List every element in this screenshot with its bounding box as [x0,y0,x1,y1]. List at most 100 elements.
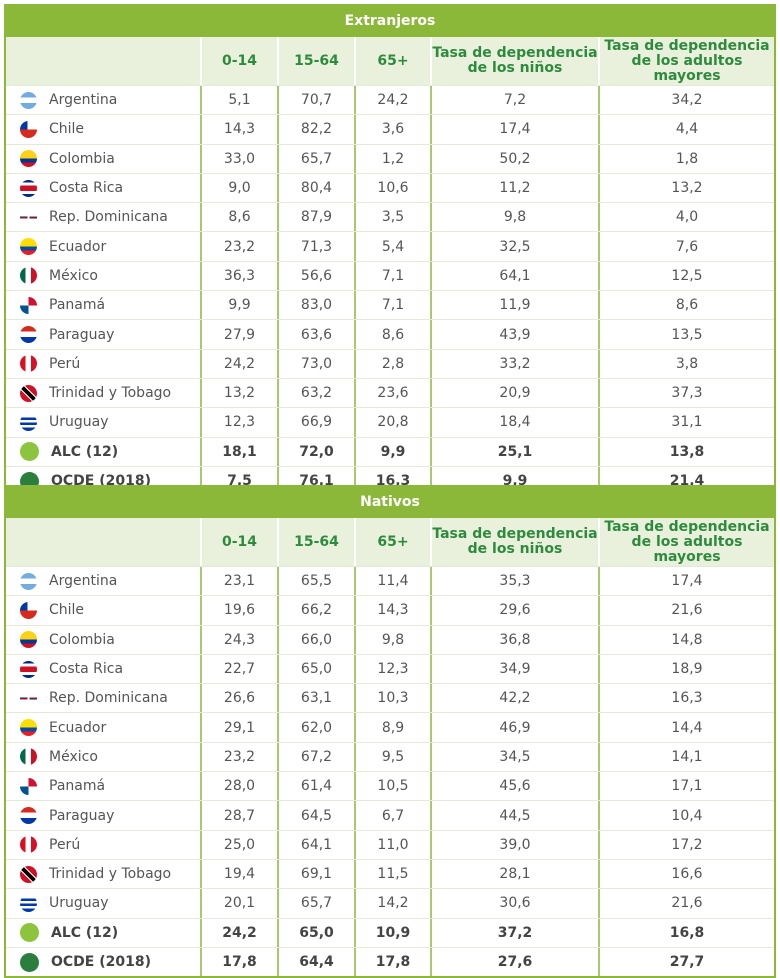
header-row: 0-14 15-64 65+ Tasa de dependencia de los n… [6,37,774,85]
oc-flag-icon [20,952,39,972]
country-cell: Panamá [6,772,200,800]
value-cell: 20,9 [430,378,598,408]
country-name: México [49,267,98,284]
table-row: Costa Rica 9,0 80,4 10,6 11,2 13,2 [6,172,774,203]
country-name: Perú [49,836,81,853]
value-cell: 14,8 [598,625,774,654]
value-cell: 6,7 [354,801,430,830]
country-name: Uruguay [49,414,109,431]
value-cell: 12,3 [354,654,430,684]
table-row: Rep. Dominicana 26,6 63,1 10,3 42,2 16,3 [6,683,774,713]
value-cell: 10,6 [354,173,430,203]
country-cell: Panamá [6,291,200,319]
tt-flag-icon [20,384,37,402]
table-row: Perú 24,2 73,0 2,8 33,2 3,8 [6,348,774,378]
column-header: 15-64 [277,37,354,85]
table-title: Extranjeros [6,6,774,37]
value-cell: 9,5 [354,742,430,772]
pe-flag-icon [20,355,37,373]
country-name: Colombia [49,150,115,167]
value-cell: 23,2 [200,232,277,261]
country-cell: Perú [6,350,200,378]
value-cell: 29,6 [430,596,598,625]
table-row: Argentina 23,1 65,5 11,4 35,3 17,4 [6,566,774,596]
value-cell: 4,4 [598,115,774,144]
value-cell: 56,6 [277,261,354,291]
value-cell: 42,2 [430,684,598,713]
country-cell: Uruguay [6,408,200,436]
country-cell: Argentina [6,86,200,114]
value-cell: 61,4 [277,772,354,801]
value-cell: 64,1 [277,830,354,859]
table-row: Costa Rica 22,7 65,0 12,3 34,9 18,9 [6,653,774,684]
country-cell: ALC (12) [6,919,200,947]
value-cell: 24,2 [200,918,277,947]
column-header [6,518,200,566]
value-cell: 13,2 [598,173,774,203]
value-cell: 70,7 [277,86,354,115]
table-row: México 36,3 56,6 7,1 64,1 12,5 [6,260,774,291]
country-name: OCDE (2018) [51,954,151,970]
do-flag-icon [20,689,37,707]
table-row: Argentina 5,1 70,7 24,2 7,2 34,2 [6,85,774,115]
table-row: Chile 19,6 66,2 14,3 29,6 21,6 [6,595,774,625]
value-cell: 23,6 [354,378,430,408]
country-cell: Paraguay [6,801,200,829]
table-row: Uruguay 20,1 65,7 14,2 30,6 21,6 [6,888,774,918]
value-cell: 46,9 [430,713,598,742]
value-cell: 27,9 [200,320,277,349]
value-cell: 39,0 [430,830,598,859]
value-cell: 30,6 [430,889,598,918]
uy-flag-icon [20,413,37,431]
tt-flag-icon [20,865,37,883]
country-cell: Trinidad y Tobago [6,379,200,407]
value-cell: 33,0 [200,144,277,173]
value-cell: 82,2 [277,115,354,144]
value-cell: 26,6 [200,684,277,713]
value-cell: 7,1 [354,261,430,291]
value-cell: 2,8 [354,349,430,378]
value-cell: 64,5 [277,801,354,830]
value-cell: 25,1 [430,437,598,466]
value-cell: 20,1 [200,889,277,918]
table-row: OCDE (2018) 17,8 64,4 17,8 27,6 27,7 [6,946,774,977]
table-row: Perú 25,0 64,1 11,0 39,0 17,2 [6,829,774,859]
value-cell: 45,6 [430,772,598,801]
column-header: 0-14 [200,518,277,566]
country-cell: Costa Rica [6,655,200,683]
value-cell: 10,5 [354,772,430,801]
value-cell: 8,9 [354,713,430,742]
value-cell: 21,6 [598,889,774,918]
value-cell: 13,5 [598,320,774,349]
value-cell: 65,0 [277,654,354,684]
country-cell: OCDE (2018) [6,948,200,976]
value-cell: 17,4 [430,115,598,144]
country-cell: Ecuador [6,713,200,741]
country-cell: Rep. Dominicana [6,203,200,231]
value-cell: 62,0 [277,713,354,742]
value-cell: 10,4 [598,801,774,830]
value-cell: 28,0 [200,772,277,801]
value-cell: 64,4 [277,947,354,977]
value-cell: 65,7 [277,144,354,173]
value-cell: 1,2 [354,144,430,173]
header-row: 0-14 15-64 65+ Tasa de dependencia de los n… [6,518,774,566]
country-name: ALC (12) [51,443,119,460]
table-row: Ecuador 23,2 71,3 5,4 32,5 7,6 [6,231,774,261]
value-cell: 63,2 [277,378,354,408]
country-name: Argentina [49,92,118,109]
country-name: Chile [49,602,85,619]
value-cell: 72,0 [277,437,354,466]
value-cell: 18,4 [430,408,598,437]
value-cell: 80,4 [277,173,354,203]
country-name: Rep. Dominicana [49,209,168,226]
country-name: Ecuador [49,238,107,255]
value-cell: 10,3 [354,684,430,713]
country-name: Panamá [49,778,106,795]
value-cell: 14,2 [354,889,430,918]
country-cell: Rep. Dominicana [6,684,200,712]
value-cell: 69,1 [277,859,354,889]
country-name: Chile [49,121,85,138]
value-cell: 13,8 [598,437,774,466]
table-row: Trinidad y Tobago 13,2 63,2 23,6 20,9 37,3 [6,377,774,408]
